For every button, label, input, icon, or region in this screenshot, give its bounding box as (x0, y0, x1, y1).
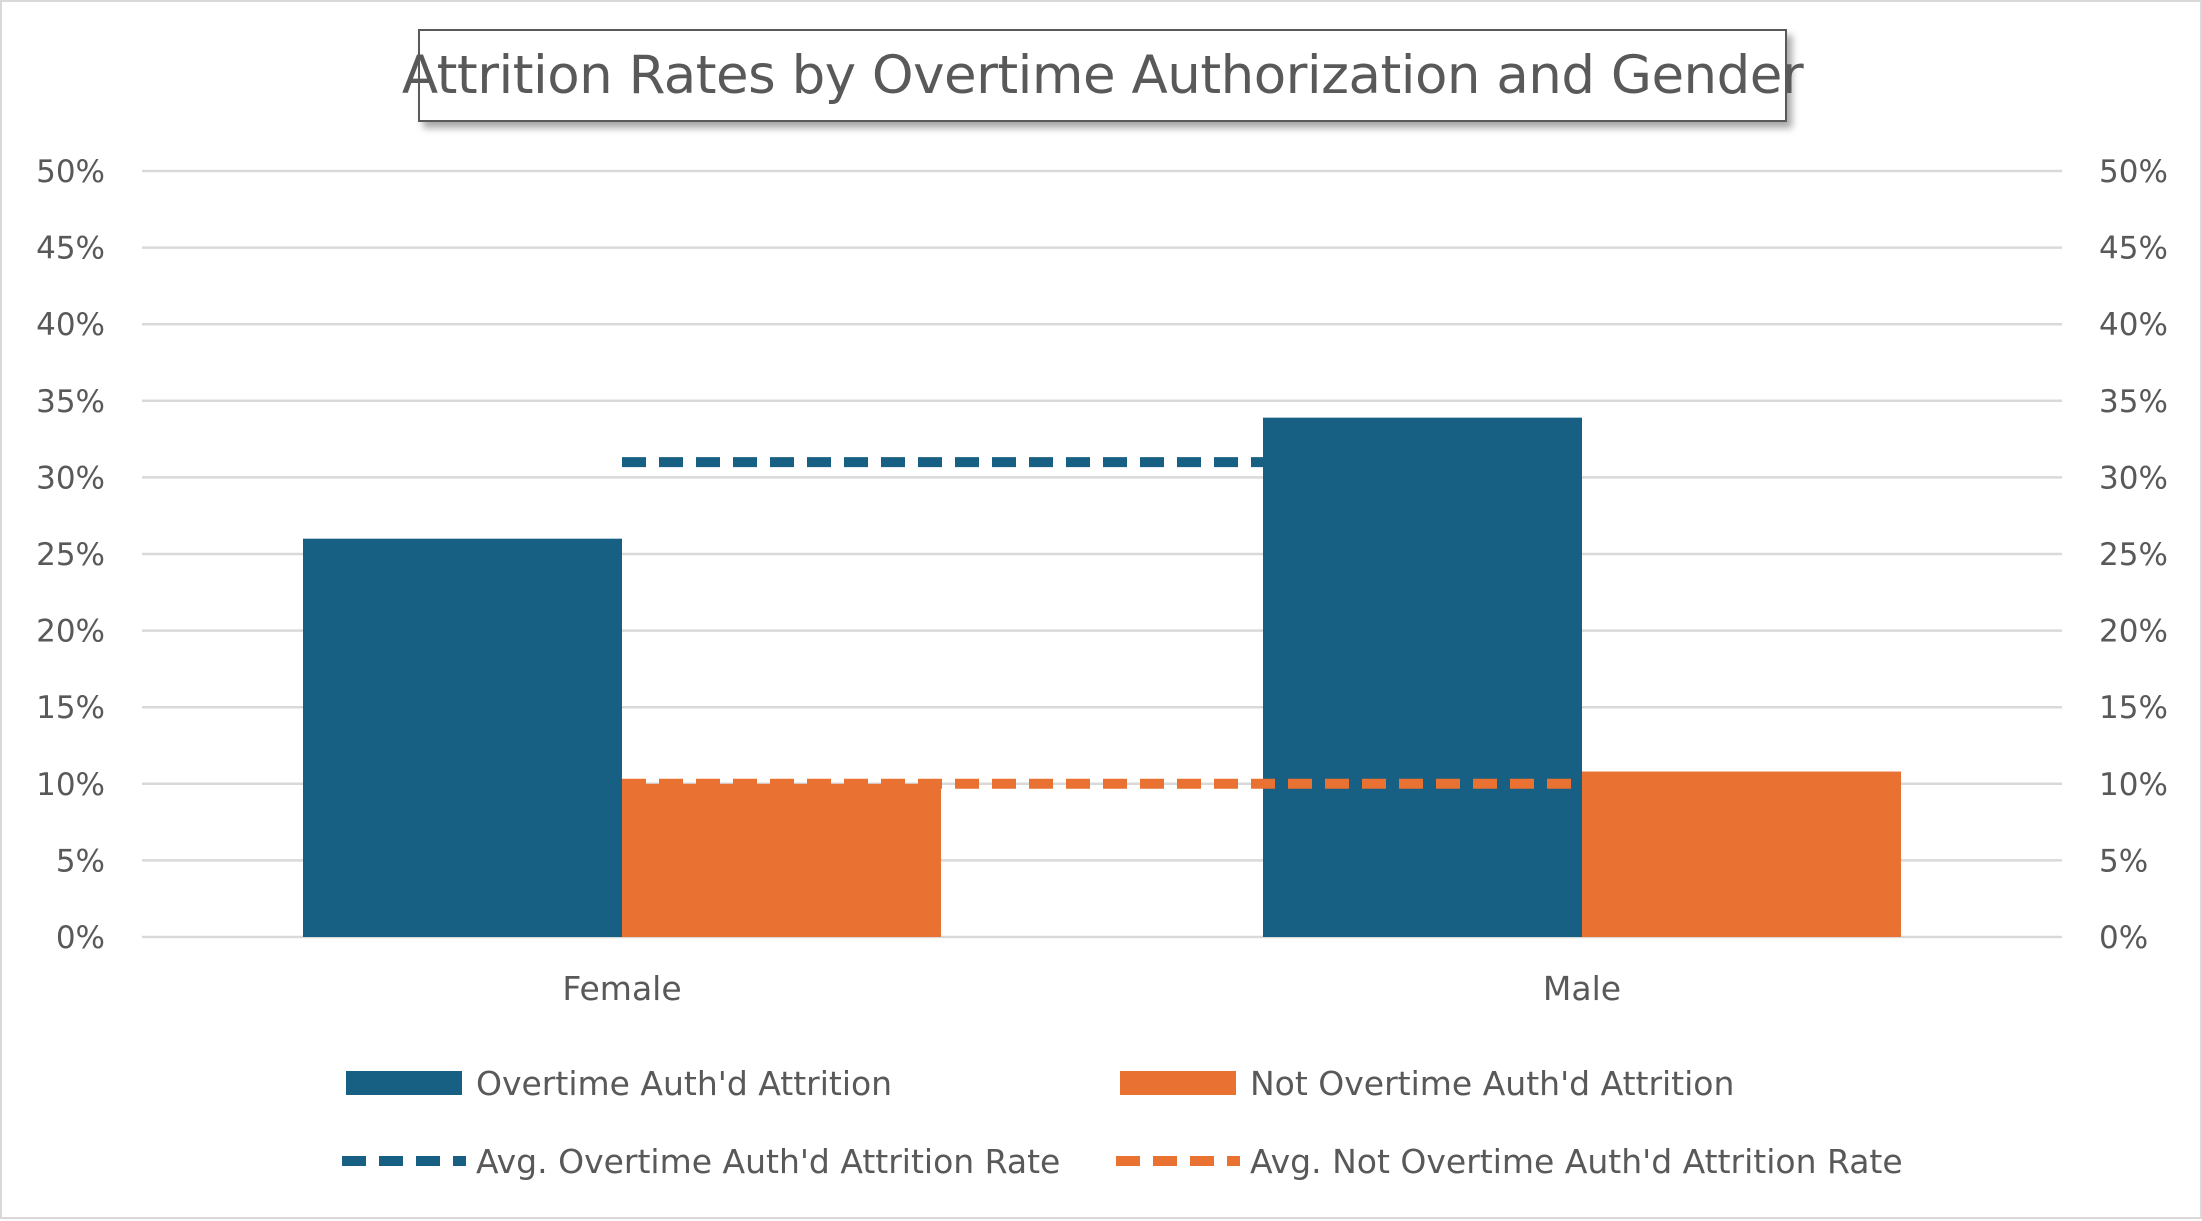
legend-label: Overtime Auth'd Attrition (476, 1064, 892, 1103)
y-tick-label: 45% (36, 231, 105, 267)
secondary-y-tick-label: 10% (2099, 767, 2168, 803)
secondary-y-tick-label: 35% (2099, 384, 2168, 420)
y-tick-label: 20% (36, 614, 105, 650)
legend-label: Avg. Not Overtime Auth'd Attrition Rate (1250, 1142, 1903, 1181)
y-tick-label: 15% (36, 690, 105, 726)
secondary-y-tick-label: 30% (2099, 460, 2168, 496)
secondary-y-tick-label: 40% (2099, 307, 2168, 343)
y-tick-label: 0% (56, 920, 105, 956)
x-category-label: Male (1543, 969, 1621, 1008)
bar (1263, 417, 1582, 938)
secondary-y-tick-label: 50% (2099, 154, 2168, 190)
legend-swatch (346, 1071, 462, 1095)
y-tick-label: 5% (56, 843, 105, 879)
bar (303, 538, 622, 937)
legend-label: Avg. Overtime Auth'd Attrition Rate (476, 1142, 1060, 1181)
y-tick-label: 40% (36, 307, 105, 343)
y-tick-label: 50% (36, 154, 105, 190)
secondary-y-tick-label: 20% (2099, 614, 2168, 650)
y-tick-label: 10% (36, 767, 105, 803)
y-tick-label: 30% (36, 460, 105, 496)
x-category-label: Female (562, 969, 681, 1008)
secondary-y-tick-label: 5% (2099, 843, 2148, 879)
y-tick-label: 25% (36, 537, 105, 573)
secondary-y-tick-label: 25% (2099, 537, 2168, 573)
secondary-y-tick-label: 45% (2099, 231, 2168, 267)
bar (622, 783, 941, 937)
legend-label: Not Overtime Auth'd Attrition (1250, 1064, 1734, 1103)
chart-title: Attrition Rates by Overtime Authorizatio… (402, 29, 1804, 122)
bar (1582, 771, 1901, 937)
secondary-y-tick-label: 0% (2099, 920, 2148, 956)
secondary-y-tick-label: 15% (2099, 690, 2168, 726)
y-tick-label: 35% (36, 384, 105, 420)
legend-swatch (1120, 1071, 1236, 1095)
